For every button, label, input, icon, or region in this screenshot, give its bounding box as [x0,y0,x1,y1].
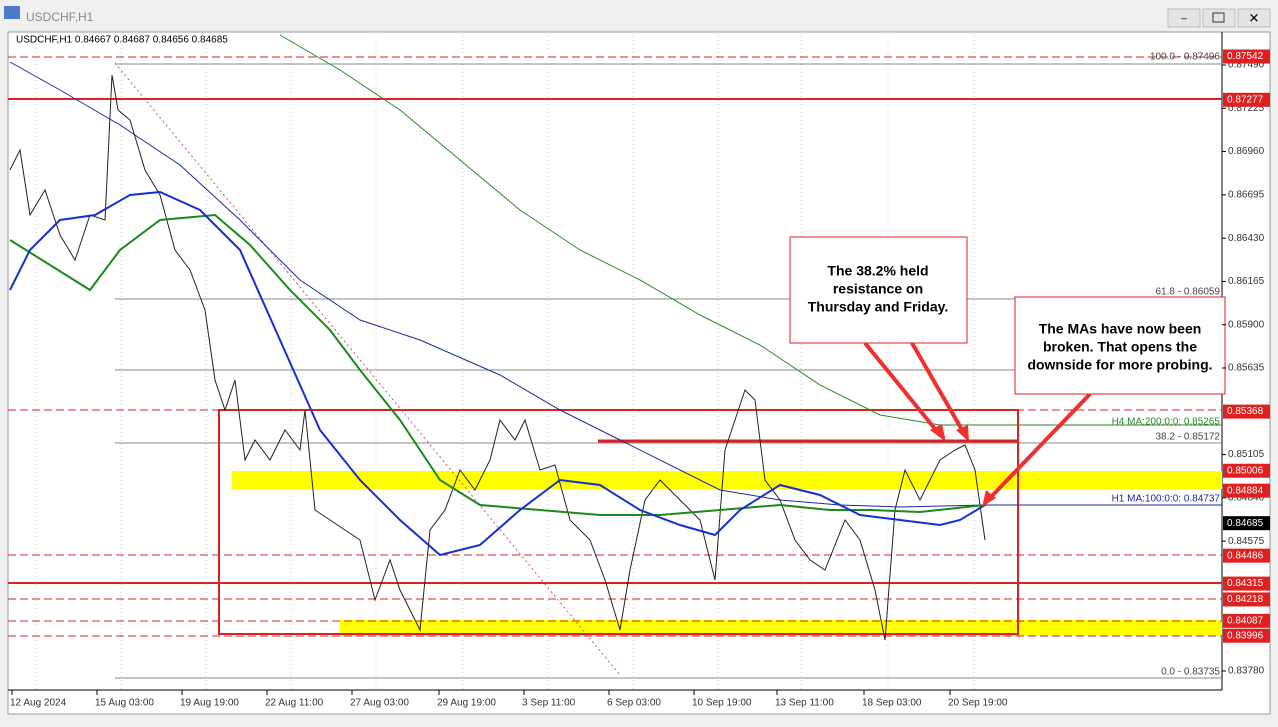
price-tick-label: 0.85105 [1228,449,1265,460]
price-level-label: 0.84315 [1227,578,1264,589]
price-level-tag [1223,548,1270,563]
maximize-icon [1212,12,1225,23]
price-level-label: 0.84685 [1227,518,1264,529]
window-controls[interactable]: – ✕ [1167,8,1271,28]
price-level-label: 0.83996 [1227,630,1264,641]
price-tick-label: 0.85900 [1228,319,1265,330]
price-level-label: 0.87277 [1227,94,1264,105]
price-tick-label: 0.87490 [1228,60,1265,71]
price-tick-label: 0.87225 [1228,103,1265,114]
price-tick-label: 0.85635 [1228,363,1265,374]
price-tick-label: 0.83780 [1228,666,1265,677]
price-level-tag [1223,463,1270,478]
window-title: USDCHF,H1 [26,10,94,24]
price-level-tag [1223,628,1270,643]
time-tick-label: 20 Sep 19:00 [948,698,1008,709]
fib-label: 0.0 - 0.83735 [1161,667,1220,678]
ma-label: H4 MA:200:0:0: 0.85265 [1112,417,1221,428]
arrow-head [982,490,996,507]
price-level-label: 0.84884 [1227,485,1264,496]
price-tick-label: 0.84575 [1228,536,1265,547]
ma-label: H1 MA:100:0:0: 0.84737 [1112,494,1221,505]
time-tick-label: 3 Sep 11:00 [522,698,576,709]
arrow-head [956,425,969,442]
annotation-text: downside for more probing. [1027,357,1212,373]
zone-upper [232,471,1222,489]
labels: 0.87490 0.87225 0.86960 0.86695 0.86430 0.861… [10,49,1270,709]
annotation-text: The 38.2% held [827,263,928,279]
grid [35,32,975,690]
time-tick-label: 22 Aug 11:00 [265,698,324,709]
level-lines [8,56,1222,637]
price-level-tag [1223,592,1270,607]
time-tick-label: 6 Sep 03:00 [607,698,661,709]
price-tick-label: 0.86695 [1228,189,1265,200]
fib-label: 38.2 - 0.85172 [1156,432,1221,443]
time-tick-label: 18 Sep 03:00 [862,698,922,709]
time-tick-label: 12 Aug 2024 [10,698,67,709]
arrows [863,341,1092,507]
annotation-box [1014,296,1226,395]
h4-ma-100 [9,61,1222,508]
time-tick-label: 13 Sep 11:00 [775,698,834,709]
annotation-text: The MAs have now been [1039,321,1202,337]
minimize-icon: – [1181,14,1187,25]
price-level-tag [1223,92,1270,107]
annotation-box [789,236,968,344]
price-tick-label: 0.84840 [1228,492,1265,503]
arrow [910,342,967,436]
price-tick-label: 0.86960 [1228,146,1265,157]
time-tick-label: 19 Aug 19:00 [180,698,239,709]
price-level-tag [1223,404,1270,419]
zone-lower [340,620,1222,636]
arrow [863,341,942,437]
chart-header: USDCHF,H1 0.84667 0.84687 0.84656 0.8468… [16,35,228,46]
annotation-text: resistance on [833,281,923,297]
time-tick-label: 27 Aug 03:00 [350,698,409,709]
time-tick-label: 29 Aug 19:00 [437,698,496,709]
price-level-tag [1223,516,1270,531]
fib-label: 61.8 - 0.86059 [1156,287,1221,298]
arrow [986,392,1092,502]
fib-label: 100.0 - 0.87496 [1150,52,1220,63]
price-level-tag [1223,49,1270,64]
price-level-tag [1223,576,1270,591]
annotation-text: broken. That opens the [1043,339,1197,355]
price-level-label: 0.87542 [1227,51,1264,62]
window-icon [4,6,20,19]
price-tick-label: 0.86165 [1228,276,1265,287]
time-tick-label: 10 Sep 19:00 [692,698,752,709]
price-level-label: 0.85368 [1227,406,1264,417]
h1-ma-200 [9,213,986,516]
price-level-label: 0.84218 [1227,594,1264,605]
close-icon: ✕ [1249,10,1260,25]
annotation-text: Thursday and Friday. [808,299,949,315]
maximize[interactable] [1202,8,1236,28]
minimize[interactable] [1167,8,1201,28]
price-level-tag [1223,483,1270,498]
close[interactable] [1237,8,1271,28]
h1-ma-100 [9,190,986,557]
arrow-head [930,424,946,442]
range-box [218,409,1019,635]
price-level-tag [1223,613,1270,628]
price-level-label: 0.85006 [1227,465,1264,476]
price-tick-label: 0.86430 [1228,233,1265,244]
price-level-label: 0.84486 [1227,550,1264,561]
time-tick-label: 15 Aug 03:00 [95,698,154,709]
price-line [9,74,986,641]
fib-trend [114,62,621,676]
price-level-label: 0.84087 [1227,615,1264,626]
